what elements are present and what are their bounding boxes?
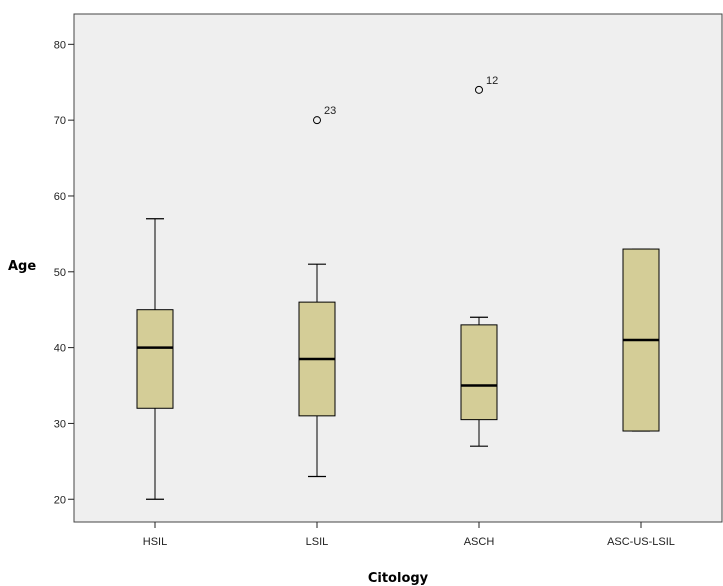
y-tick-label: 80: [54, 39, 66, 51]
y-tick-label: 30: [54, 418, 66, 430]
box-group: 12: [460, 75, 498, 447]
y-tick-label: 70: [54, 115, 66, 127]
box-group: 23: [298, 105, 336, 478]
y-axis-title: Age: [8, 259, 36, 274]
plot-area: [73, 13, 723, 523]
y-tick-label: 20: [54, 494, 66, 506]
boxes: 23 12: [136, 75, 660, 500]
outlier-label: 12: [486, 75, 498, 87]
box: [460, 324, 498, 421]
y-axis: 20 30 40 50 60 70 80: [54, 39, 74, 506]
box-group: [136, 218, 174, 500]
outlier-label: 23: [324, 105, 336, 117]
y-tick-label: 50: [54, 267, 66, 279]
x-tick-label: HSIL: [143, 536, 167, 548]
y-tick-label: 40: [54, 343, 66, 355]
x-tick-label: LSIL: [306, 536, 329, 548]
box-group: [622, 248, 660, 432]
x-axis-title: Citology: [368, 571, 429, 586]
outlier-point: [475, 85, 483, 94]
box: [136, 309, 174, 409]
y-tick-label: 60: [54, 191, 66, 203]
outlier-point: [313, 116, 321, 125]
x-tick-label: ASCH: [464, 536, 495, 548]
x-axis: HSIL LSIL ASCH ASC-US-LSIL: [143, 522, 675, 548]
x-tick-label: ASC-US-LSIL: [607, 536, 675, 548]
